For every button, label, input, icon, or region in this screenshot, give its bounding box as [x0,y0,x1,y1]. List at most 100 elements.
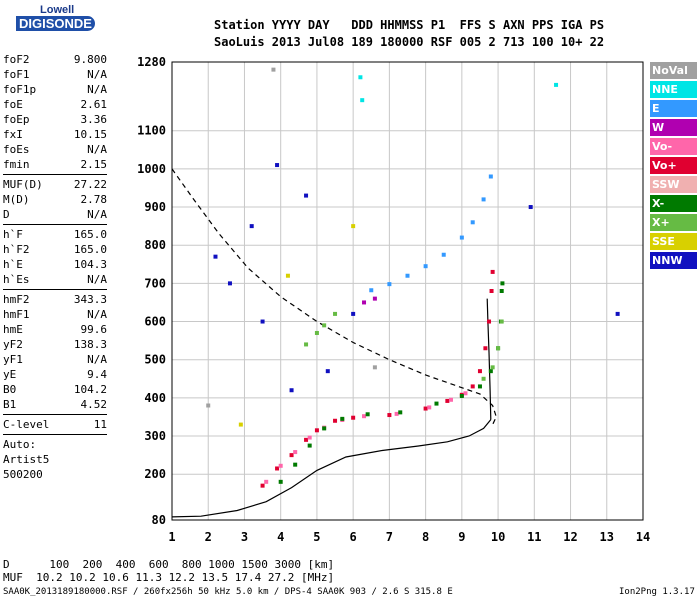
point-NNE [554,82,559,87]
param-row: 500200 [3,467,107,482]
y-tick-label: 1000 [137,162,166,176]
profile-lines [171,168,497,518]
param-key: 500200 [3,468,43,481]
param-row: fmin 2.15 [3,157,107,172]
param-value: 4.52 [80,398,108,411]
point-Vo+ [489,289,494,293]
legend-item: X- [650,195,697,212]
data-points [206,67,620,488]
point-Vo- [307,435,312,440]
param-key: Auto: [3,438,37,451]
param-key: foEp [3,113,30,126]
distance-row: D 100 200 400 600 800 1000 1500 3000 [km… [3,558,335,571]
point-Vo+ [445,398,450,403]
y-tick-label: 300 [144,429,166,443]
logo-lowell: Lowell [40,4,75,16]
point-X- [488,369,493,374]
point-X- [322,426,327,431]
point-E [405,273,410,278]
param-key: h`F2 [3,243,30,256]
point-NNW [615,311,620,316]
point-Vo+ [314,428,319,433]
legend-item: Vo+ [650,157,697,174]
ionogram-chart: 1 2 3 4 5 6 7 8 9 10 11 12 13 14802003004005006007008… [137,55,650,544]
axis-tick-labels: 1 2 3 4 5 6 7 8 9 10 11 12 13 14802003004005006007008… [137,55,650,544]
param-key: yF1 [3,353,23,366]
x-tick-label: 12 [563,530,577,544]
x-tick-label: 6 [350,530,357,544]
muf-row: MUF 10.2 10.2 10.6 11.3 12.2 13.5 17.4 2… [3,571,335,584]
point-Vo+ [333,418,338,423]
param-row: foEs N/A [3,142,107,157]
point-E [441,252,446,257]
param-row: Artist5 [3,452,107,467]
line-profile [171,419,492,518]
point-NNE [358,75,363,80]
param-row: yF1 N/A [3,352,107,367]
param-value: N/A [87,273,107,286]
param-row: foF1p N/A [3,82,107,97]
legend-item: SSE [650,233,697,250]
point-Vo+ [487,319,492,324]
param-row: C-level 11 [3,417,107,432]
y-tick-label: 200 [144,467,166,481]
y-tick-label: 1280 [137,55,166,69]
param-value: N/A [87,208,107,221]
point-Vo- [463,391,468,396]
param-row: h`Es N/A [3,272,107,287]
point-X- [307,443,312,448]
param-value: N/A [87,308,107,321]
point-NoVal [372,365,377,370]
y-tick-label: 700 [144,276,166,290]
point-X- [434,401,439,406]
x-tick-label: 8 [422,530,429,544]
point-Vo- [264,479,269,484]
point-Vo- [448,397,453,402]
param-key: h`E [3,258,23,271]
param-row: D N/A [3,207,107,222]
point-Vo- [293,450,298,455]
param-key: D [3,208,10,221]
point-NNW [227,281,232,286]
point-X- [365,412,370,417]
param-value: N/A [87,68,107,81]
point-Vo- [362,414,367,419]
y-tick-label: 80 [152,513,166,527]
param-value: 165.0 [73,228,107,241]
param-separator [3,434,107,435]
param-key: foE [3,98,23,111]
point-X+ [333,311,338,316]
param-value: N/A [87,83,107,96]
header-line-1: Station YYYY DAY DDD HHMMSS P1 FFS S AXN… [214,18,605,32]
param-value: 104.3 [73,258,107,271]
y-tick-label: 900 [144,200,166,214]
point-NoVal [206,403,211,408]
point-X+ [499,319,504,324]
point-Vo+ [490,269,495,274]
point-X+ [481,376,486,381]
point-Vo+ [289,453,294,458]
point-X+ [490,365,495,370]
param-row: foE 2.61 [3,97,107,112]
x-tick-label: 9 [458,530,465,544]
point-Vo+ [483,346,488,351]
legend-item: NoVal [650,62,697,79]
param-row: hmE 99.6 [3,322,107,337]
y-tick-label: 800 [144,238,166,252]
param-separator [3,414,107,415]
param-value: 27.22 [73,178,107,191]
point-SSE [351,224,356,229]
param-value: N/A [87,353,107,366]
x-tick-label: 4 [277,530,284,544]
param-row: B1 4.52 [3,397,107,412]
param-value: 99.6 [80,323,108,336]
param-row: hmF2 343.3 [3,292,107,307]
point-NNW [249,224,254,229]
point-X- [499,289,504,293]
point-Vo+ [260,483,265,488]
plot-frame [171,61,644,521]
point-E [369,288,374,293]
point-SSE [285,273,290,278]
point-Vo- [278,463,283,468]
y-tick-label: 500 [144,353,166,367]
